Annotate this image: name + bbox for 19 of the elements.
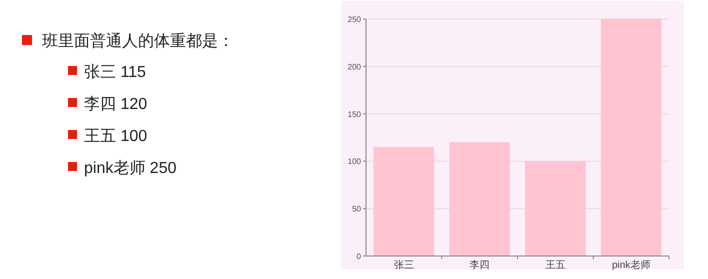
- y-tick-label: 200: [348, 62, 362, 72]
- bar: [449, 142, 510, 256]
- text: 王五 100: [84, 128, 148, 145]
- text: 张三 115: [84, 63, 146, 81]
- y-tick-label: 250: [348, 15, 362, 24]
- x-tick-label: 李四: [470, 259, 490, 271]
- y-tick-label: 100: [348, 157, 362, 166]
- bar: [374, 146, 434, 256]
- text: 李四 120: [84, 95, 148, 113]
- bar: [525, 161, 586, 256]
- y-tick-label: 0: [356, 252, 362, 261]
- text: pink老师 250: [84, 159, 177, 177]
- y-tick-label: 150: [348, 110, 362, 119]
- x-tick-label: 王五: [545, 260, 566, 271]
- y-tick-label: 50: [352, 204, 362, 214]
- bar: [600, 19, 662, 256]
- x-tick-label: pink老师: [612, 259, 650, 271]
- text: 班里面普通人的体重都是：: [42, 32, 234, 50]
- x-tick-label: 张三: [394, 259, 414, 271]
